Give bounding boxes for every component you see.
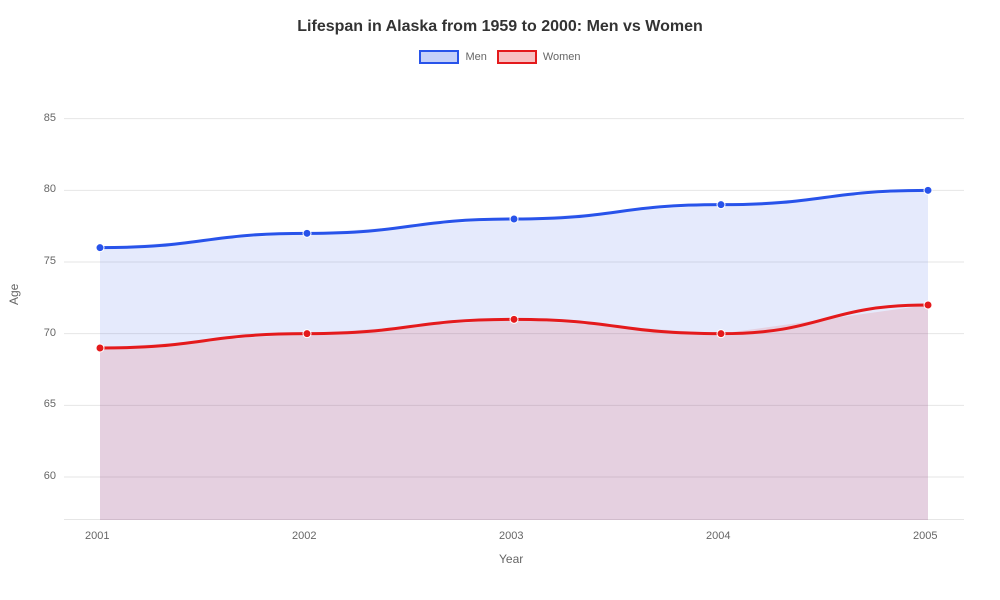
plot-area bbox=[64, 90, 964, 520]
y-tick-label: 65 bbox=[44, 398, 56, 410]
marker-women[interactable] bbox=[96, 344, 104, 352]
legend-item-women[interactable]: Women bbox=[497, 50, 581, 64]
marker-women[interactable] bbox=[510, 315, 518, 323]
y-tick-label: 80 bbox=[44, 183, 56, 195]
chart-container: Lifespan in Alaska from 1959 to 2000: Me… bbox=[0, 0, 1000, 600]
marker-men[interactable] bbox=[96, 244, 104, 252]
marker-women[interactable] bbox=[303, 330, 311, 338]
y-tick-label: 70 bbox=[44, 327, 56, 339]
x-tick-label: 2005 bbox=[913, 530, 937, 542]
y-tick-label: 60 bbox=[44, 470, 56, 482]
x-tick-label: 2002 bbox=[292, 530, 316, 542]
legend-label-men: Men bbox=[465, 51, 486, 63]
y-axis-label: Age bbox=[7, 284, 21, 305]
legend-swatch-men bbox=[419, 50, 459, 64]
x-axis-label: Year bbox=[499, 552, 523, 566]
marker-women[interactable] bbox=[924, 301, 932, 309]
x-tick-label: 2001 bbox=[85, 530, 109, 542]
legend-item-men[interactable]: Men bbox=[419, 50, 486, 64]
x-tick-label: 2003 bbox=[499, 530, 523, 542]
marker-women[interactable] bbox=[717, 330, 725, 338]
marker-men[interactable] bbox=[510, 215, 518, 223]
marker-men[interactable] bbox=[717, 201, 725, 209]
legend-label-women: Women bbox=[543, 51, 581, 63]
y-tick-label: 75 bbox=[44, 255, 56, 267]
y-tick-label: 85 bbox=[44, 112, 56, 124]
legend: Men Women bbox=[0, 50, 1000, 64]
legend-swatch-women bbox=[497, 50, 537, 64]
chart-title: Lifespan in Alaska from 1959 to 2000: Me… bbox=[0, 0, 1000, 36]
marker-men[interactable] bbox=[924, 186, 932, 194]
marker-men[interactable] bbox=[303, 229, 311, 237]
x-tick-label: 2004 bbox=[706, 530, 730, 542]
